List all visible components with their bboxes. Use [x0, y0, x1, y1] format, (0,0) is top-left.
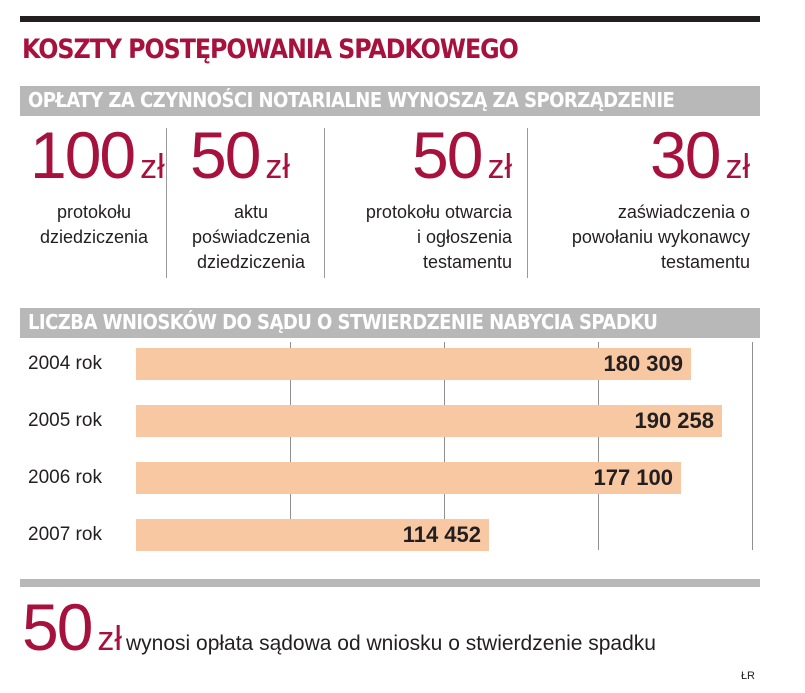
- chart-gridline: [752, 342, 753, 550]
- notary-fees-band: OPŁATY ZA CZYNNOŚCI NOTARIALNE WYNOSZĄ Z…: [20, 86, 760, 116]
- fee-amount: 50 zł: [330, 122, 512, 188]
- bottom-rule: [20, 579, 760, 587]
- fee-desc-line: testamentu: [422, 252, 512, 272]
- chart-title-band: LICZBA WNIOSKÓW DO SĄDU O STWIERDZENIE N…: [20, 308, 760, 338]
- court-fee-amount: 50 zł: [22, 594, 122, 660]
- fee-description: protokołu otwarcia i ogłoszenia testamen…: [330, 200, 512, 275]
- fee-currency: zł: [140, 148, 165, 186]
- chart-value-label: 177 100: [593, 465, 673, 490]
- court-fee-value: 50: [22, 590, 93, 664]
- fee-desc-line: poświadczenia: [191, 227, 311, 247]
- chart-gridline: [290, 342, 291, 550]
- fee-value: 50: [412, 118, 483, 192]
- fee-description: protokołu dziedziczenia: [30, 200, 158, 250]
- fee-separator: [527, 128, 528, 278]
- fee-desc-line: protokołu: [56, 202, 132, 222]
- fee-desc-line: i ogłoszenia: [416, 227, 512, 247]
- fee-item-protocol: 100 zł protokołu dziedziczenia: [30, 122, 165, 250]
- fee-desc-line: powołaniu wykonawcy: [571, 227, 750, 247]
- fee-desc-line: testamentu: [660, 252, 750, 272]
- fee-currency: zł: [487, 148, 512, 186]
- top-rule: [20, 16, 760, 22]
- fee-value: 50: [190, 118, 261, 192]
- chart-gridline: [598, 342, 599, 550]
- chart-category-label: 2007 rok: [28, 524, 102, 545]
- fee-description: aktu poświadczenia dziedziczenia: [190, 200, 312, 275]
- fee-value: 100: [30, 118, 136, 192]
- chart-value-label: 114 452: [402, 522, 481, 547]
- chart-bar: [136, 462, 681, 494]
- chart-category-label: 2004 rok: [28, 353, 102, 374]
- chart-value-label: 180 309: [603, 351, 683, 376]
- fee-value: 30: [650, 118, 721, 192]
- fee-item-executor-certificate: 30 zł zaświadczenia o powołaniu wykonawcy…: [535, 122, 750, 275]
- chart-bar: [136, 405, 722, 437]
- chart-bar: [136, 348, 691, 380]
- infographic-title: KOSZTY POSTĘPOWANIA SPADKOWEGO: [22, 34, 519, 65]
- chart-gridline: [444, 342, 445, 550]
- fee-separator: [166, 128, 167, 278]
- fee-separator: [324, 128, 325, 278]
- fee-amount: 50 zł: [190, 122, 312, 188]
- court-fee-text: wynosi opłata sądowa od wniosku o stwier…: [126, 632, 656, 655]
- fee-desc-line: protokołu otwarcia: [365, 202, 512, 222]
- fee-item-deed: 50 zł aktu poświadczenia dziedziczenia: [190, 122, 312, 275]
- fee-desc-line: dziedziczenia: [39, 227, 149, 247]
- chart-title: LICZBA WNIOSKÓW DO SĄDU O STWIERDZENIE N…: [28, 310, 658, 334]
- chart-bar: [136, 519, 489, 551]
- fee-amount: 30 zł: [535, 122, 750, 188]
- fee-currency: zł: [265, 148, 290, 186]
- fee-currency: zł: [725, 148, 750, 186]
- source-credit: ŁR: [740, 670, 755, 682]
- chart-category-label: 2005 rok: [28, 410, 102, 431]
- court-fee-currency: zł: [97, 620, 122, 658]
- fee-amount: 100 zł: [30, 122, 165, 188]
- chart-value-label: 190 258: [634, 408, 714, 433]
- fee-item-testament-opening: 50 zł protokołu otwarcia i ogłoszenia tes…: [330, 122, 512, 275]
- fee-desc-line: dziedziczenia: [196, 252, 306, 272]
- fee-desc-line: aktu: [233, 202, 269, 222]
- fee-desc-line: zaświadczenia o: [617, 202, 750, 222]
- chart-category-label: 2006 rok: [28, 467, 102, 488]
- notary-fees-heading: OPŁATY ZA CZYNNOŚCI NOTARIALNE WYNOSZĄ Z…: [28, 88, 675, 112]
- fee-description: zaświadczenia o powołaniu wykonawcy test…: [535, 200, 750, 275]
